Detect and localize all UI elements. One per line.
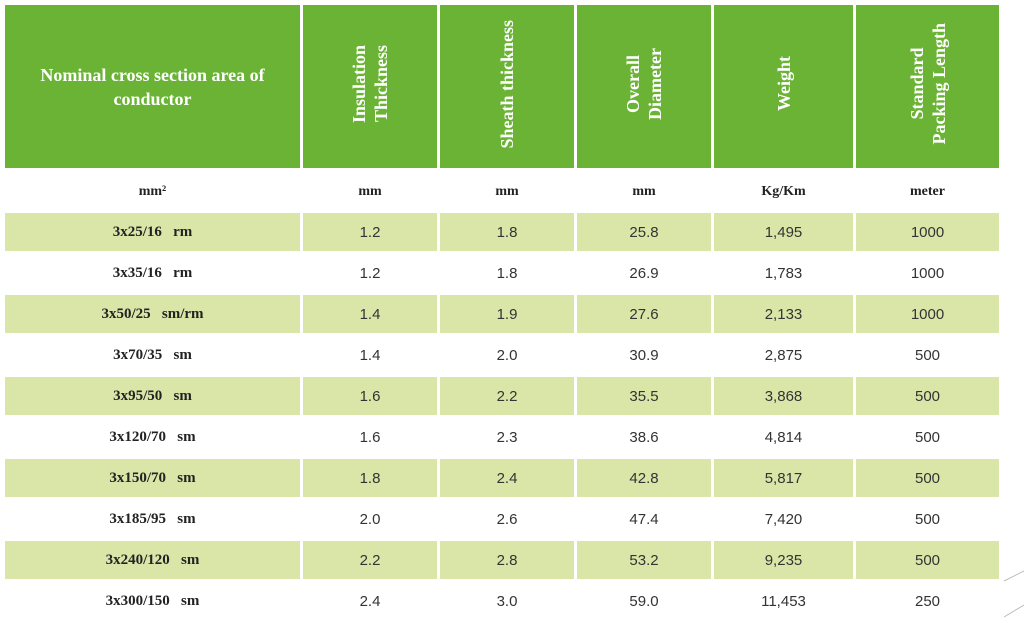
cell-weight: 1,495 xyxy=(714,213,853,254)
cable-spec-table: Nominal cross section area of conductor … xyxy=(2,5,1002,623)
header-sheath-thickness: Sheath thickness xyxy=(440,5,574,171)
cell-insulation: 1.6 xyxy=(303,418,437,459)
cell-diameter: 38.6 xyxy=(577,418,711,459)
cell-cross-section: 3x95/50 sm xyxy=(5,377,300,418)
cell-packing-length: 500 xyxy=(856,418,999,459)
cell-insulation: 1.2 xyxy=(303,254,437,295)
cell-diameter: 59.0 xyxy=(577,582,711,623)
table-row: 3x120/70 sm 1.6 2.3 38.6 4,814 500 xyxy=(5,418,999,459)
cell-cross-section: 3x120/70 sm xyxy=(5,418,300,459)
header-cross-section-label: Nominal cross section area of conductor xyxy=(40,64,265,109)
cell-cross-section: 3x240/120 sm xyxy=(5,541,300,582)
table-row: 3x95/50 sm 1.6 2.2 35.5 3,868 500 xyxy=(5,377,999,418)
unit-diameter: mm xyxy=(632,184,656,199)
header-packing-length: Standard Packing Length xyxy=(856,5,999,171)
cell-cross-section: 3x300/150 sm xyxy=(5,582,300,623)
unit-insulation: mm xyxy=(358,184,382,199)
cell-weight: 7,420 xyxy=(714,500,853,541)
cell-packing-length: 1000 xyxy=(856,295,999,336)
cell-insulation: 1.8 xyxy=(303,459,437,500)
cell-insulation: 1.4 xyxy=(303,295,437,336)
cell-sheath: 1.9 xyxy=(440,295,574,336)
table-row: 3x300/150 sm 2.4 3.0 59.0 11,453 250 xyxy=(5,582,999,623)
unit-packing-length: meter xyxy=(910,184,945,199)
cell-sheath: 3.0 xyxy=(440,582,574,623)
cell-weight: 2,133 xyxy=(714,295,853,336)
cell-packing-length: 500 xyxy=(856,377,999,418)
header-packing-length-label: Standard Packing Length xyxy=(906,23,949,145)
cell-cross-section: 3x70/35 sm xyxy=(5,336,300,377)
table-row: 3x25/16 rm 1.2 1.8 25.8 1,495 1000 xyxy=(5,213,999,254)
cell-sheath: 2.6 xyxy=(440,500,574,541)
cell-insulation: 2.4 xyxy=(303,582,437,623)
unit-weight: Kg/Km xyxy=(761,184,806,199)
cell-cross-section: 3x185/95 sm xyxy=(5,500,300,541)
units-row: mm² mm mm mm Kg/Km meter xyxy=(5,171,999,213)
cell-insulation: 2.2 xyxy=(303,541,437,582)
cell-sheath: 2.4 xyxy=(440,459,574,500)
cell-diameter: 27.6 xyxy=(577,295,711,336)
cell-packing-length: 250 xyxy=(856,582,999,623)
cell-packing-length: 500 xyxy=(856,541,999,582)
header-overall-diameter: Overall Diameter xyxy=(577,5,711,171)
cell-weight: 3,868 xyxy=(714,377,853,418)
cell-diameter: 35.5 xyxy=(577,377,711,418)
cell-insulation: 1.2 xyxy=(303,213,437,254)
table-row: 3x185/95 sm 2.0 2.6 47.4 7,420 500 xyxy=(5,500,999,541)
cell-cross-section: 3x50/25 sm/rm xyxy=(5,295,300,336)
cell-weight: 4,814 xyxy=(714,418,853,459)
header-row: Nominal cross section area of conductor … xyxy=(5,5,999,171)
cell-insulation: 1.4 xyxy=(303,336,437,377)
unit-cross-section: mm² xyxy=(138,184,167,199)
table-row: 3x150/70 sm 1.8 2.4 42.8 5,817 500 xyxy=(5,459,999,500)
cell-packing-length: 500 xyxy=(856,459,999,500)
header-insulation-thickness: Insulation Thickness xyxy=(303,5,437,171)
cell-diameter: 25.8 xyxy=(577,213,711,254)
cell-diameter: 42.8 xyxy=(577,459,711,500)
cell-diameter: 47.4 xyxy=(577,500,711,541)
cell-weight: 9,235 xyxy=(714,541,853,582)
header-overall-diameter-label: Overall Diameter xyxy=(623,48,665,120)
cell-sheath: 2.0 xyxy=(440,336,574,377)
cell-insulation: 2.0 xyxy=(303,500,437,541)
cell-sheath: 2.3 xyxy=(440,418,574,459)
cell-cross-section: 3x150/70 sm xyxy=(5,459,300,500)
cell-weight: 5,817 xyxy=(714,459,853,500)
cell-diameter: 26.9 xyxy=(577,254,711,295)
cell-diameter: 30.9 xyxy=(577,336,711,377)
corner-decoration xyxy=(1003,570,1024,618)
cell-weight: 11,453 xyxy=(714,582,853,623)
cell-weight: 1,783 xyxy=(714,254,853,295)
header-sheath-thickness-label: Sheath thickness xyxy=(497,19,517,149)
cell-cross-section: 3x25/16 rm xyxy=(5,213,300,254)
cell-packing-length: 500 xyxy=(856,336,999,377)
cell-cross-section: 3x35/16 rm xyxy=(5,254,300,295)
cell-sheath: 2.2 xyxy=(440,377,574,418)
table-row: 3x35/16 rm 1.2 1.8 26.9 1,783 1000 xyxy=(5,254,999,295)
table-row: 3x70/35 sm 1.4 2.0 30.9 2,875 500 xyxy=(5,336,999,377)
header-weight-label: Weight xyxy=(773,56,794,112)
cell-insulation: 1.6 xyxy=(303,377,437,418)
table-row: 3x50/25 sm/rm 1.4 1.9 27.6 2,133 1000 xyxy=(5,295,999,336)
cell-sheath: 1.8 xyxy=(440,213,574,254)
cell-packing-length: 1000 xyxy=(856,213,999,254)
header-cross-section: Nominal cross section area of conductor xyxy=(5,5,300,171)
unit-sheath: mm xyxy=(495,184,519,199)
cell-weight: 2,875 xyxy=(714,336,853,377)
cell-packing-length: 500 xyxy=(856,500,999,541)
cell-sheath: 1.8 xyxy=(440,254,574,295)
header-insulation-thickness-label: Insulation Thickness xyxy=(349,44,391,124)
cell-sheath: 2.8 xyxy=(440,541,574,582)
cell-packing-length: 1000 xyxy=(856,254,999,295)
table-row: 3x240/120 sm 2.2 2.8 53.2 9,235 500 xyxy=(5,541,999,582)
header-weight: Weight xyxy=(714,5,853,171)
cell-diameter: 53.2 xyxy=(577,541,711,582)
